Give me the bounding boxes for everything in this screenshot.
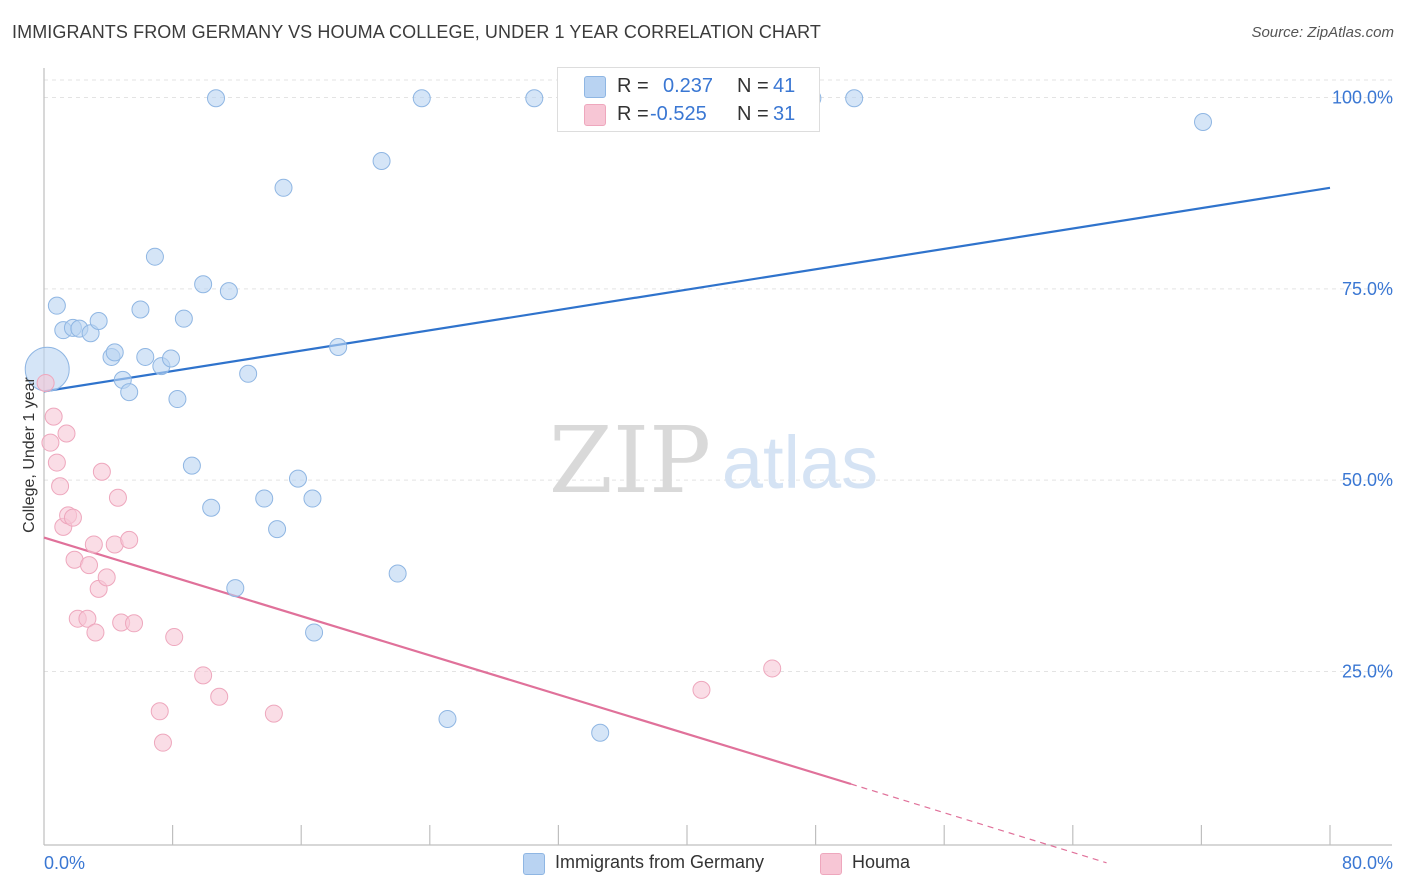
- watermark-atlas: atlas: [722, 421, 878, 504]
- point-houma: [36, 373, 55, 392]
- watermark-zip: ZIP: [549, 407, 711, 514]
- x-tick-label-min: 0.0%: [44, 853, 85, 873]
- point-houma: [120, 530, 139, 549]
- point-houma: [125, 614, 144, 633]
- trend-line-germany: [43, 186, 1331, 393]
- point-germany: [226, 579, 245, 598]
- point-germany: [168, 390, 187, 409]
- legend-r-label: R =: [617, 75, 649, 97]
- watermark: ZIP atlas: [549, 407, 878, 514]
- point-houma: [194, 666, 213, 685]
- y-tick-label: 100.0%: [1332, 88, 1393, 108]
- point-germany: [89, 311, 108, 330]
- point-germany: [239, 364, 258, 383]
- point-houma: [86, 623, 105, 642]
- chart-title: IMMIGRANTS FROM GERMANY VS HOUMA COLLEGE…: [12, 22, 821, 42]
- point-germany: [268, 520, 287, 539]
- point-houma: [92, 462, 111, 481]
- point-germany: [329, 337, 348, 356]
- point-germany: [105, 343, 124, 362]
- point-houma: [51, 477, 70, 496]
- point-germany: [219, 282, 238, 301]
- point-houma: [763, 659, 782, 678]
- trend-line-houma-extension: [850, 783, 1107, 864]
- point-germany: [207, 89, 226, 108]
- bottom-legend-swatch-germany: [523, 853, 545, 875]
- point-houma: [78, 609, 97, 628]
- point-germany: [388, 564, 407, 583]
- legend-r-label: R =: [617, 103, 649, 125]
- trend-lines: [43, 186, 1331, 864]
- x-tick-label-max: 80.0%: [1342, 853, 1393, 873]
- point-houma: [84, 535, 103, 554]
- point-houma: [165, 628, 184, 647]
- point-houma: [210, 687, 229, 706]
- point-germany: [274, 178, 293, 197]
- bottom-legend-label-germany: Immigrants from Germany: [555, 852, 765, 872]
- point-houma: [80, 556, 99, 575]
- point-germany: [47, 296, 66, 315]
- point-germany: [438, 709, 457, 728]
- point-germany: [161, 349, 180, 368]
- point-germany: [145, 247, 164, 266]
- point-houma: [108, 488, 127, 507]
- y-axis-title: College, Under 1 year: [21, 377, 38, 533]
- legend-r-value: -0.525: [650, 103, 707, 125]
- y-tick-label: 75.0%: [1342, 279, 1393, 299]
- point-germany: [182, 456, 201, 475]
- point-germany: [412, 89, 431, 108]
- point-germany: [194, 275, 213, 294]
- legend-row-germany: R = 0.237 N = 41: [558, 72, 819, 100]
- trend-line-houma: [43, 536, 852, 786]
- legend-n-label: N =: [737, 75, 769, 97]
- legend-r-value: 0.237: [663, 75, 714, 97]
- tick-labels: 25.0% 50.0% 75.0% 100.0% 0.0% 80.0%: [44, 88, 1393, 874]
- point-germany: [174, 309, 193, 328]
- point-germany: [120, 383, 139, 402]
- point-germany: [1194, 112, 1213, 131]
- legend-n-value: 31: [773, 103, 796, 125]
- point-houma: [150, 702, 169, 721]
- point-houma: [97, 568, 116, 587]
- y-tick-label: 25.0%: [1342, 662, 1393, 682]
- point-germany: [255, 489, 274, 508]
- point-germany: [131, 300, 150, 319]
- point-germany: [303, 489, 322, 508]
- point-houma: [44, 407, 63, 426]
- legend-row-houma: R = -0.525 N = 31: [558, 100, 819, 128]
- point-houma: [47, 453, 66, 472]
- point-houma: [63, 508, 82, 527]
- axes: [43, 68, 1392, 846]
- point-germany: [525, 89, 544, 108]
- bottom-legend-swatch-houma: [820, 853, 842, 875]
- point-germany: [136, 347, 155, 366]
- stats-legend: R = 0.237 N = 41 R = -0.525 N = 31: [557, 67, 820, 132]
- legend-n-label: N =: [737, 103, 769, 125]
- bottom-legend-label-houma: Houma: [852, 852, 911, 872]
- legend-n-value: 41: [773, 75, 796, 97]
- point-germany: [591, 723, 610, 742]
- point-germany: [288, 469, 307, 488]
- point-germany: [202, 498, 221, 517]
- point-houma: [692, 680, 711, 699]
- point-houma: [57, 424, 76, 443]
- y-tick-label: 50.0%: [1342, 470, 1393, 490]
- point-germany: [845, 89, 864, 108]
- point-germany: [305, 623, 324, 642]
- source-credit: Source: ZipAtlas.com: [1251, 24, 1394, 41]
- point-houma: [41, 433, 60, 452]
- legend-swatch-germany: [584, 76, 606, 98]
- legend-swatch-houma: [584, 104, 606, 126]
- point-houma: [264, 704, 283, 723]
- point-houma: [153, 733, 172, 752]
- point-germany: [372, 152, 391, 171]
